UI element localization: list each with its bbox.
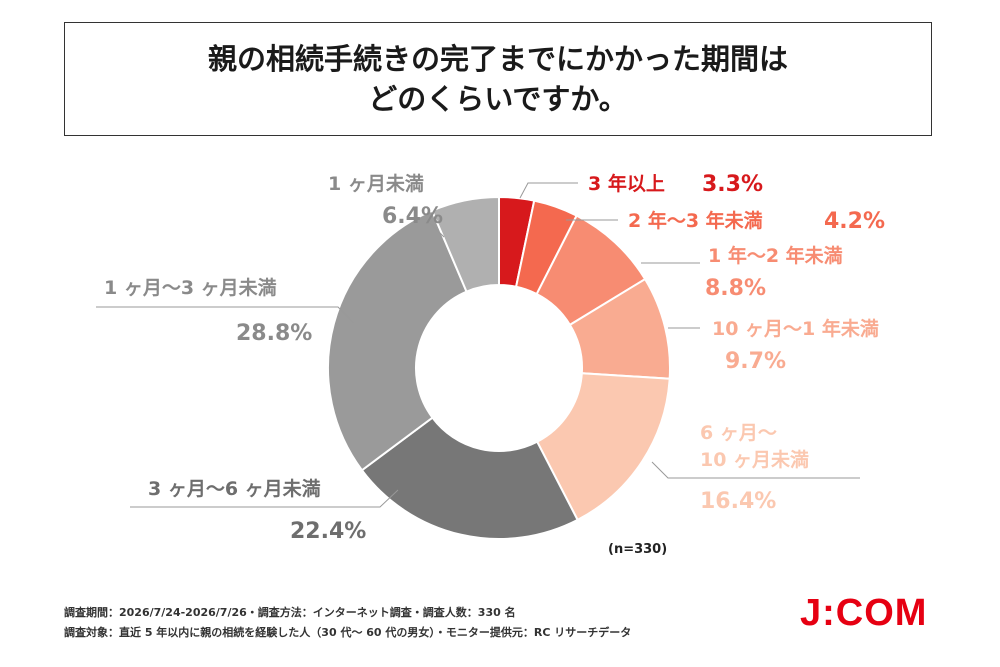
chart-title-line-2: どのくらいですか。 — [368, 82, 628, 116]
label-2-3yr-name: 2 年〜3 年未満 — [628, 209, 763, 232]
leader-line-1m — [424, 222, 445, 238]
leader-line-6-10m — [651, 461, 860, 479]
label-3-6m-name: 3 ヶ月〜6 ヶ月未満 — [148, 477, 321, 500]
donut-slice-6 — [327, 209, 468, 472]
footnote-survey-period: 調査期間：2026/7/24-2026/7/26・調査方法：インターネット調査・… — [64, 606, 516, 619]
label-1-2yr-name: 1 年〜2 年未満 — [708, 244, 843, 267]
label-1-3m-pct: 28.8% — [236, 321, 312, 346]
jcom-logo: J:COM — [800, 592, 928, 634]
label-6-10m-name-1: 6 ヶ月〜 — [700, 422, 777, 444]
donut-slice-5 — [360, 416, 579, 540]
label-6-10m-pct: 16.4% — [700, 489, 776, 514]
title-box: 親の相続手続きの完了までにかかった期間は どのくらいですか。 — [64, 22, 932, 136]
label-3yr-pct: 3.3% — [702, 172, 763, 197]
donut-slice-7 — [430, 195, 500, 293]
leader-line-3-6m — [130, 489, 399, 508]
footnote-survey-target: 調査対象：直近 5 年以内に親の相続を経験した人（30 代〜 60 代の男女）・… — [64, 626, 632, 639]
label-10m-1yr-name: 10 ヶ月〜1 年未満 — [712, 317, 879, 340]
chart-title-line-1: 親の相続手続きの完了までにかかった期間は — [207, 42, 788, 76]
label-10m-1yr-pct: 9.7% — [725, 349, 786, 374]
label-6-10m-name-2: 10 ヶ月未満 — [700, 448, 809, 471]
label-1m-pct: 6.4% — [382, 204, 443, 229]
leader-line-1-3m — [96, 306, 355, 324]
leader-line-3yr — [519, 182, 578, 199]
label-1-3m-name: 1 ヶ月〜3 ヶ月未満 — [104, 276, 277, 299]
label-3yr-name: 3 年以上 — [588, 172, 665, 195]
label-1-2yr-pct: 8.8% — [705, 276, 766, 301]
donut-slice-4 — [535, 372, 671, 522]
label-1m-name: 1 ヶ月未満 — [328, 172, 424, 195]
sample-size: (n=330) — [608, 542, 668, 557]
label-2-3yr-pct: 4.2% — [824, 209, 885, 234]
donut-slices — [327, 195, 671, 540]
label-3-6m-pct: 22.4% — [290, 519, 366, 544]
leader-lines — [96, 182, 860, 508]
